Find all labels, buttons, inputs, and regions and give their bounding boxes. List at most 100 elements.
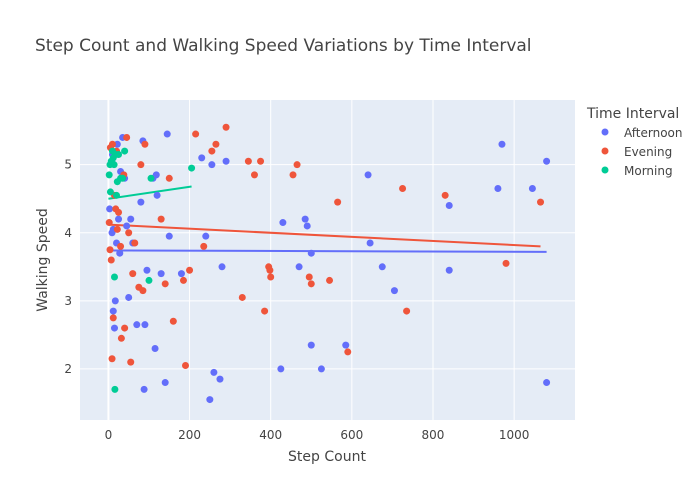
legend-marker-evening: [601, 147, 609, 155]
point-afternoon: [198, 154, 206, 162]
point-evening: [403, 307, 411, 315]
point-evening: [115, 208, 123, 216]
point-evening: [121, 324, 129, 332]
point-evening: [326, 276, 334, 284]
point-evening: [238, 293, 246, 301]
point-evening: [181, 362, 189, 370]
point-evening: [123, 133, 131, 141]
point-evening: [307, 280, 315, 288]
point-afternoon: [206, 396, 214, 404]
point-afternoon: [106, 205, 114, 213]
legend: Time Interval Afternoon Evening Morning: [586, 106, 683, 178]
legend-item-evening[interactable]: Evening: [624, 145, 672, 159]
point-evening: [125, 229, 133, 237]
point-evening: [244, 157, 252, 165]
point-morning: [115, 150, 123, 158]
point-morning: [110, 273, 118, 281]
point-evening: [186, 266, 194, 274]
point-evening: [334, 198, 342, 206]
x-tick-label: 400: [259, 428, 282, 442]
x-tick-label: 800: [422, 428, 445, 442]
y-tick-label: 5: [64, 158, 72, 172]
point-afternoon: [152, 171, 160, 179]
point-afternoon: [210, 368, 218, 376]
point-afternoon: [137, 198, 145, 206]
point-afternoon: [113, 140, 121, 148]
point-evening: [441, 191, 449, 199]
legend-marker-morning: [601, 166, 609, 174]
point-evening: [179, 276, 187, 284]
point-afternoon: [390, 287, 398, 295]
point-morning: [119, 174, 127, 182]
point-afternoon: [277, 365, 285, 373]
x-tick-label: 600: [340, 428, 363, 442]
point-evening: [537, 198, 545, 206]
point-afternoon: [216, 375, 224, 383]
point-evening: [250, 171, 258, 179]
point-afternoon: [161, 379, 169, 387]
point-evening: [289, 171, 297, 179]
point-afternoon: [222, 157, 230, 165]
point-afternoon: [208, 161, 216, 169]
point-evening: [267, 273, 275, 281]
point-evening: [192, 130, 200, 138]
y-tick-label: 4: [64, 226, 72, 240]
point-evening: [266, 266, 274, 274]
point-evening: [502, 259, 510, 267]
trendline-afternoon: [108, 249, 547, 253]
point-morning: [121, 147, 129, 155]
point-afternoon: [378, 263, 386, 271]
legend-title: Time Interval: [586, 106, 679, 122]
point-evening: [131, 239, 139, 247]
point-morning: [110, 161, 118, 169]
data-points: [105, 123, 551, 404]
point-evening: [165, 174, 173, 182]
x-tick-labels: 0 200 400 600 800 1000: [105, 428, 530, 442]
point-afternoon: [123, 222, 131, 230]
point-afternoon: [303, 222, 311, 230]
point-evening: [106, 246, 114, 254]
point-evening: [113, 225, 121, 233]
point-afternoon: [307, 341, 315, 349]
point-afternoon: [366, 239, 374, 247]
point-afternoon: [157, 270, 165, 278]
point-evening: [157, 215, 165, 223]
point-morning: [105, 171, 113, 179]
legend-item-afternoon[interactable]: Afternoon: [624, 126, 683, 140]
point-afternoon: [543, 379, 551, 387]
point-evening: [129, 270, 137, 278]
point-evening: [139, 287, 147, 295]
point-afternoon: [151, 345, 159, 353]
point-afternoon: [153, 191, 161, 199]
trendlines: [108, 185, 547, 253]
point-evening: [108, 140, 116, 148]
point-evening: [107, 256, 115, 264]
point-morning: [106, 188, 114, 196]
point-evening: [305, 273, 313, 281]
point-evening: [212, 140, 220, 148]
point-evening: [399, 185, 407, 193]
point-afternoon: [110, 324, 118, 332]
point-afternoon: [498, 140, 506, 148]
y-tick-labels: 2 3 4 5: [64, 158, 72, 376]
point-evening: [127, 358, 135, 366]
point-afternoon: [143, 266, 151, 274]
point-evening: [200, 242, 208, 250]
point-afternoon: [528, 185, 536, 193]
point-afternoon: [445, 266, 453, 274]
point-afternoon: [202, 232, 210, 240]
point-afternoon: [543, 157, 551, 165]
point-afternoon: [125, 293, 133, 301]
point-evening: [208, 147, 216, 155]
legend-item-morning[interactable]: Morning: [624, 164, 673, 178]
point-morning: [111, 385, 119, 393]
point-afternoon: [177, 270, 185, 278]
point-afternoon: [279, 219, 287, 227]
point-evening: [117, 334, 125, 342]
point-afternoon: [445, 202, 453, 210]
point-evening: [222, 123, 230, 131]
point-afternoon: [317, 365, 325, 373]
point-afternoon: [141, 321, 149, 329]
point-afternoon: [140, 385, 148, 393]
